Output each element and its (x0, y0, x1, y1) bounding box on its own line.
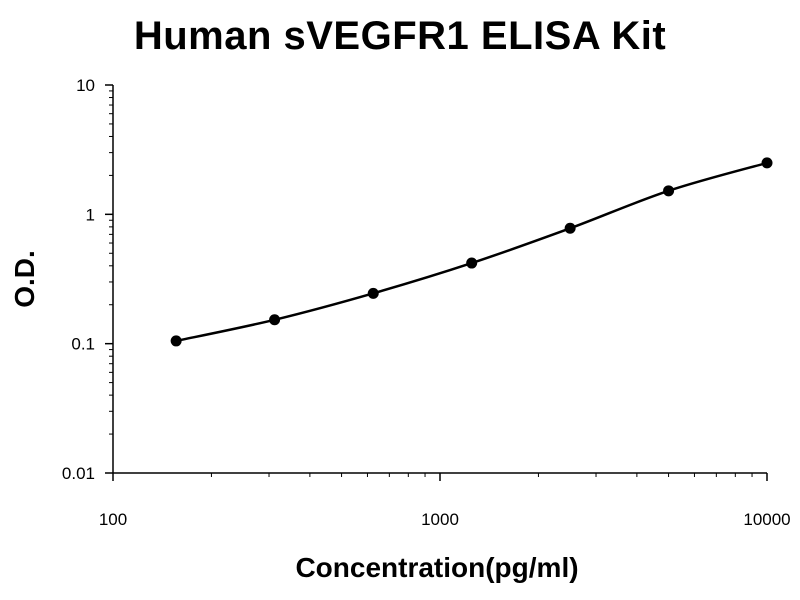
data-point (663, 185, 675, 197)
y-tick-label: 0.01 (62, 464, 95, 483)
y-axis-label: O.D. (9, 250, 40, 308)
data-point (466, 257, 478, 269)
y-tick-label: 10 (76, 76, 95, 95)
data-points (170, 157, 773, 347)
data-point (761, 157, 773, 169)
tick-labels: 0.01 0.1 1 10 100 1000 10000 (62, 76, 791, 529)
y-tick-label: 0.1 (71, 335, 95, 354)
x-tick-label: 10000 (743, 510, 790, 529)
data-point (367, 287, 379, 299)
data-point (269, 314, 281, 326)
x-tick-label: 100 (99, 510, 127, 529)
x-tick-label: 1000 (421, 510, 459, 529)
chart-title: Human sVEGFR1 ELISA Kit (133, 14, 667, 58)
y-tick-label: 1 (86, 205, 95, 224)
data-point (170, 335, 182, 347)
axes (105, 84, 768, 481)
fit-curve (175, 161, 768, 343)
x-axis-label: Concentration(pg/ml) (295, 552, 578, 583)
data-point (564, 222, 576, 234)
fit-curve-group (175, 161, 768, 343)
